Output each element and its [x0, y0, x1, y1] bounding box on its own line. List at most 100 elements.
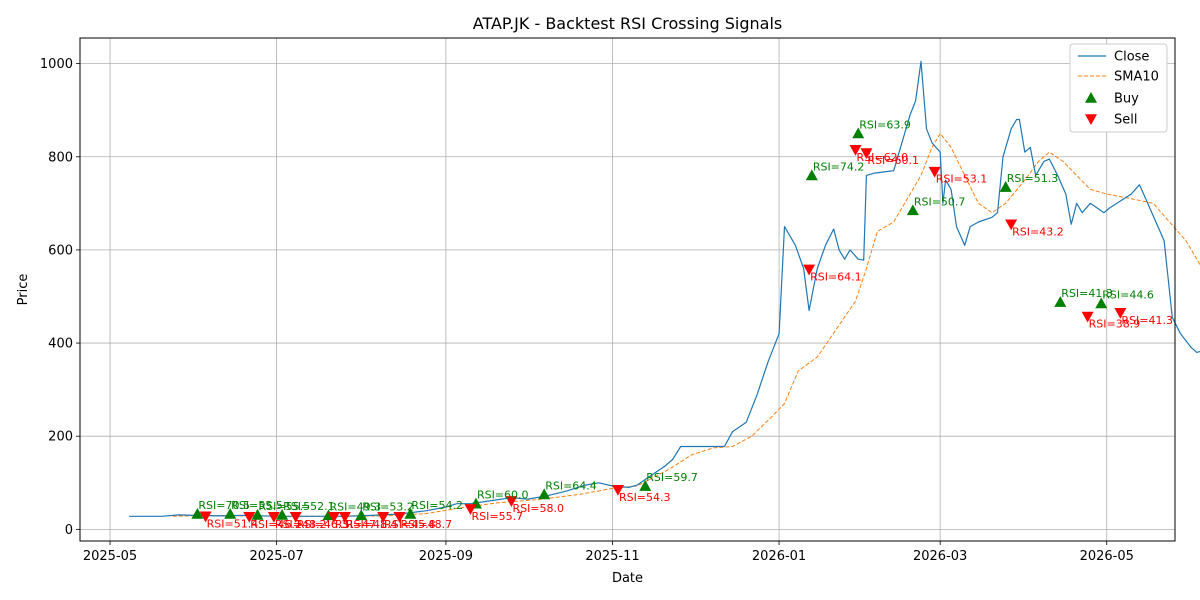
buy-annotation: RSI=53.2: [362, 500, 414, 513]
sell-marker: [1114, 307, 1127, 319]
x-axis-label: Date: [612, 571, 643, 586]
plot-frame: [79, 37, 1176, 542]
sell-annotation: RSI=48.2: [275, 518, 327, 531]
sell-marker: [377, 511, 390, 523]
x-tick-label: 2025-09: [419, 549, 473, 564]
sell-marker: [393, 511, 406, 523]
buy-annotation: RSI=41.3: [1061, 287, 1113, 300]
axis-ticks: 2025-05 2025-07 2025-09 2025-11 2026-01 2026-…: [40, 57, 1134, 564]
sell-annotation: RSI=48.4: [346, 518, 398, 531]
close-line: [129, 60, 1200, 517]
buy-marker: [538, 488, 551, 500]
buy-marker: [251, 508, 264, 520]
buy-marker: [639, 480, 652, 491]
y-tick-label: 1000: [40, 57, 73, 72]
sell-marker: [505, 496, 518, 507]
legend-sell-marker: [1085, 114, 1097, 125]
sell-annotation: RSI=48.7: [400, 518, 452, 531]
sma10-line: [172, 133, 1200, 517]
signal-markers: [191, 127, 1127, 523]
y-tick-label: 200: [48, 430, 73, 445]
sell-annotation: RSI=53.1: [936, 173, 988, 186]
y-tick-label: 0: [65, 523, 73, 538]
x-tick-label: 2026-01: [752, 549, 806, 564]
y-tick-label: 600: [48, 243, 73, 258]
buy-annotation: RSI=55.5: [258, 500, 310, 513]
sell-annotation: RSI=64.1: [810, 270, 862, 283]
buy-marker: [852, 127, 865, 139]
sell-annotation: RSI=62.0: [857, 151, 909, 164]
buy-marker: [404, 507, 417, 519]
sell-annotation: RSI=43.2: [1012, 225, 1064, 238]
buy-annotation: RSI=59.7: [646, 471, 698, 484]
sell-annotation: RSI=45.8: [384, 518, 436, 531]
sell-annotation: RSI=54.3: [619, 491, 671, 504]
grid-lines: [80, 38, 1175, 541]
buy-marker: [906, 204, 919, 216]
buy-annotation: RSI=70.5: [198, 499, 250, 512]
x-tick-label: 2026-03: [913, 549, 967, 564]
buy-marker: [191, 507, 204, 519]
signal-annotations: RSI=70.5RSI=55.5RSI=55.5RSI=52.1RSI=49.3…: [198, 118, 1173, 530]
sell-annotation: RSI=58.0: [512, 502, 564, 515]
x-tick-label: 2025-11: [585, 549, 639, 564]
x-tick-label: 2026-05: [1080, 549, 1134, 564]
sell-annotation: RSI=55.7: [471, 510, 523, 523]
buy-annotation: RSI=54.2: [411, 499, 463, 512]
sell-marker: [849, 144, 862, 156]
sell-marker: [464, 504, 477, 515]
y-axis-label: Price: [16, 274, 31, 306]
buy-annotation: RSI=50.7: [914, 195, 966, 208]
legend-buy-label: Buy: [1114, 92, 1139, 107]
sell-marker: [199, 511, 212, 523]
sell-marker: [1005, 219, 1018, 231]
buy-marker: [276, 508, 289, 520]
chart-title: ATAP.JK - Backtest RSI Crossing Signals: [473, 14, 782, 33]
sell-annotation: RSI=46.3: [297, 518, 349, 531]
buy-annotation: RSI=44.6: [1102, 288, 1154, 301]
legend-box: [1069, 43, 1168, 133]
buy-annotation: RSI=51.3: [1007, 172, 1059, 185]
buy-marker: [805, 169, 818, 181]
buy-marker: [1095, 297, 1108, 309]
buy-marker: [999, 181, 1012, 192]
sell-annotation: RSI=47.1: [335, 518, 387, 531]
legend-close-label: Close: [1114, 50, 1149, 65]
buy-marker: [355, 509, 368, 521]
x-tick-label: 2025-05: [83, 549, 137, 564]
sell-marker: [338, 511, 351, 523]
buy-annotation: RSI=64.4: [545, 479, 597, 492]
y-tick-label: 400: [48, 337, 73, 352]
sma10-series: [172, 133, 1200, 517]
sell-marker: [1081, 311, 1094, 323]
sell-marker: [860, 148, 873, 160]
sell-annotation: RSI=60.1: [867, 154, 919, 167]
x-tick-label: 2025-07: [249, 549, 303, 564]
buy-annotation: RSI=63.9: [859, 118, 911, 131]
buy-marker: [1054, 296, 1067, 307]
sell-annotation: RSI=46.2: [250, 518, 302, 531]
legend-sell-label: Sell: [1114, 113, 1137, 128]
buy-annotation: RSI=49.3: [329, 500, 381, 513]
buy-annotation: RSI=55.5: [231, 499, 283, 512]
legend-sma10-label: SMA10: [1114, 70, 1159, 85]
sell-marker: [267, 511, 280, 523]
sell-marker: [289, 511, 302, 523]
sell-marker: [803, 264, 816, 276]
y-tick-label: 800: [48, 150, 73, 165]
sell-marker: [611, 484, 624, 496]
buy-annotation: RSI=52.1: [283, 500, 335, 513]
legend: Close SMA10 Buy Sell: [1069, 43, 1168, 133]
buy-marker: [224, 507, 237, 519]
sell-marker: [327, 511, 340, 523]
sell-marker: [928, 166, 941, 178]
sell-annotation: RSI=41.3: [1121, 314, 1173, 327]
legend-buy-marker: [1085, 92, 1097, 103]
buy-annotation: RSI=74.2: [813, 160, 865, 173]
sell-marker: [243, 511, 256, 523]
sell-annotation: RSI=51.4: [207, 517, 259, 530]
buy-annotation: RSI=60.0: [477, 489, 529, 502]
sell-annotation: RSI=38.9: [1089, 318, 1141, 331]
close-series: [129, 60, 1200, 517]
